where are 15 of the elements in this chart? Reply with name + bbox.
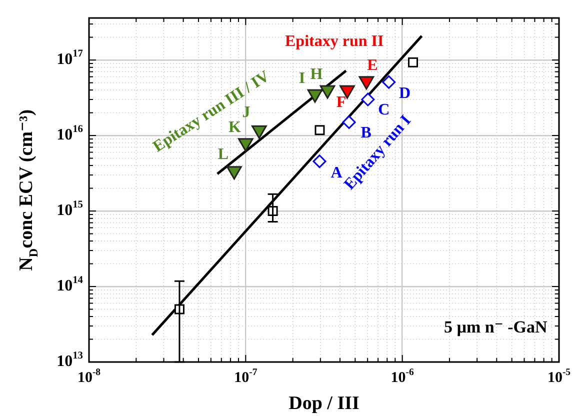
annotation: E (367, 56, 378, 74)
y-axis-title: NDconc ECV (cm⁻³) (16, 109, 40, 271)
series-label: Epitaxy run II (284, 33, 384, 50)
annotation: L (218, 146, 229, 164)
annotation: B (360, 124, 372, 142)
annotation: D (399, 85, 411, 102)
x-axis-title: Dop / III (288, 392, 360, 414)
annotation: F (336, 94, 346, 112)
annotation: J (242, 104, 250, 122)
annotation: I (298, 70, 306, 88)
annotation: K (228, 118, 242, 136)
annotation: H (310, 66, 324, 84)
annotation: A (330, 164, 343, 182)
annotation: C (378, 102, 390, 119)
annotation: 5 µm n⁻ -GaN (444, 317, 548, 336)
